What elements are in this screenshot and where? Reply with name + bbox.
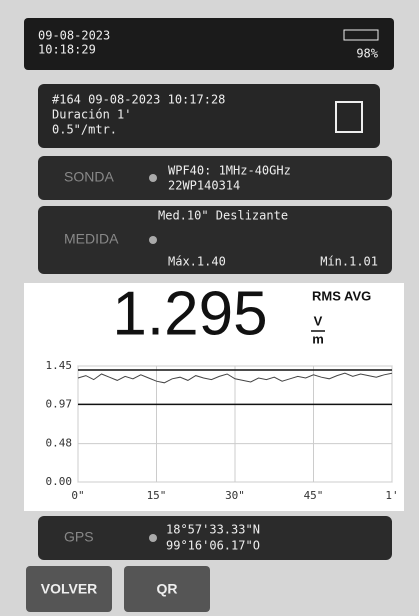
y-tick-label: 0.48 [46, 437, 73, 450]
battery-icon [343, 29, 379, 41]
qr-button-label[interactable]: QR [157, 581, 178, 597]
gps-label: GPS [64, 529, 94, 545]
y-tick-label: 1.45 [46, 359, 73, 372]
x-tick-label: 0" [71, 489, 84, 502]
x-tick-label: 1' [385, 489, 398, 502]
back-button-label[interactable]: VOLVER [41, 581, 98, 597]
chart-area [24, 283, 404, 511]
status-bar [24, 18, 394, 70]
y-tick-label: 0.97 [46, 397, 73, 410]
x-tick-label: 30" [225, 489, 245, 502]
reading-value: 1.295 [112, 279, 267, 348]
back-button[interactable] [26, 566, 112, 612]
plot: 0.00 0.48 0.97 1.45 0" 15" 30" 45" 1' [46, 359, 399, 502]
measure-max: Máx.1.40 [168, 255, 226, 269]
probe-panel [38, 156, 392, 200]
probe-label: SONDA [64, 169, 114, 185]
qr-button[interactable] [124, 566, 210, 612]
measure-min: Mín.1.01 [320, 255, 378, 269]
record-panel [38, 84, 380, 148]
unit-bottom: m [312, 331, 324, 346]
bullet [149, 174, 157, 182]
bullet [149, 236, 157, 244]
duration: Duración 1' [52, 108, 131, 122]
battery: 98% [356, 47, 378, 61]
gps-lon: 99°16'06.17"O [166, 539, 260, 553]
probe-serial: 22WP140314 [168, 179, 240, 193]
reading-mode: RMS AVG [312, 288, 371, 303]
edit-icon[interactable] [335, 101, 363, 133]
spacing: 0.5"/mtr. [52, 123, 117, 137]
gps-lat: 18°57'33.33"N [166, 523, 260, 537]
measure-mode: Med.10" Deslizante [158, 209, 288, 223]
y-tick-label: 0.00 [46, 475, 73, 488]
trace [77, 372, 393, 384]
probe-model: WPF40: 1MHz-40GHz [168, 164, 291, 178]
measure-panel [38, 206, 392, 274]
measure-label: MEDIDA [64, 231, 119, 247]
x-tick-label: 15" [147, 489, 167, 502]
record-header: #164 09-08-2023 10:17:28 [52, 93, 225, 107]
gps-panel [38, 516, 392, 560]
time: 10:18:29 [38, 43, 96, 57]
x-tick-label: 45" [304, 489, 324, 502]
date: 09-08-2023 [38, 29, 110, 43]
bullet [149, 534, 157, 542]
unit-top: V [314, 313, 323, 328]
